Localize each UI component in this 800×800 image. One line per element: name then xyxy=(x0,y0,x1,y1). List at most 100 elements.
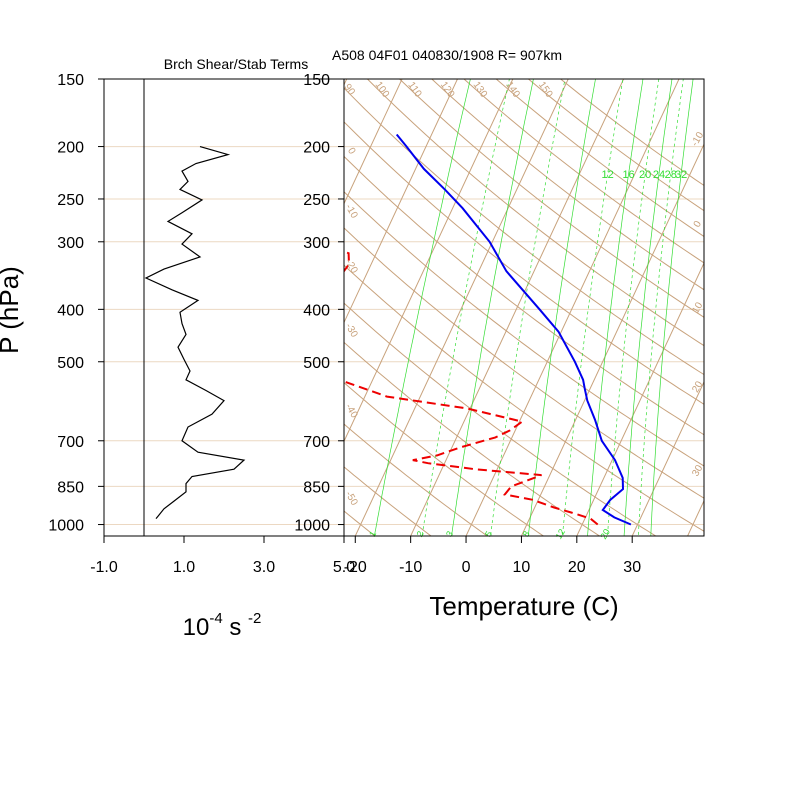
skewt-dry-adiabat xyxy=(344,87,704,376)
mixing-ratio-label: 12 xyxy=(553,527,567,541)
x-units-label: 10-4 s -2 xyxy=(183,610,262,641)
dry-adiabat-label: 120 xyxy=(438,80,457,100)
skewt-mixing-ratio-line xyxy=(490,79,566,536)
skewt-mixing-ratio-line xyxy=(637,79,684,536)
skewt-dry-adiabat xyxy=(0,63,218,547)
mixing-ratio-label: 3 xyxy=(444,529,455,538)
left-x-tick-label: 3.0 xyxy=(253,559,275,576)
right-y-tick-label: 850 xyxy=(303,479,330,496)
dry-adiabat-label: 130 xyxy=(471,80,490,100)
skewt-dry-adiabat xyxy=(344,423,489,536)
skewt-dry-adiabat xyxy=(366,79,704,347)
right-x-tick-label: -20 xyxy=(344,559,367,576)
skewt-mixing-ratio-lines xyxy=(374,79,694,536)
skewt-mixing-ratio-line xyxy=(527,79,596,536)
dry-adiabat-label: -10 xyxy=(343,202,360,220)
skewt-isotherm xyxy=(344,79,514,443)
mixing-ratio-label: 20 xyxy=(639,169,651,181)
dry-adiabat-label: 110 xyxy=(405,80,423,100)
skewt-isotherm xyxy=(73,63,299,547)
mixing-ratio-label: 24 xyxy=(653,169,665,181)
right-y-tick-label: 700 xyxy=(303,434,330,451)
skewt-isotherm xyxy=(520,143,704,536)
dry-adiabat-label: -20 xyxy=(343,257,360,275)
skewt-dry-adiabat xyxy=(559,79,704,187)
right-x-tick-label: 30 xyxy=(623,559,641,576)
skewt-mixing-ratio-line xyxy=(623,79,673,536)
mixing-ratio-label: 32 xyxy=(675,169,687,181)
left-y-tick-label: 400 xyxy=(57,302,84,319)
left-y-tick-label: 150 xyxy=(57,72,84,89)
mixing-ratio-label: 20 xyxy=(598,527,612,541)
mixing-ratio-label: 28 xyxy=(665,169,677,181)
left-y-tick-label: 200 xyxy=(57,140,84,157)
left-panel-title: Brch Shear/Stab Terms xyxy=(164,56,308,72)
left-y-tick-label: 850 xyxy=(57,479,84,496)
skewt-dry-adiabat xyxy=(344,191,704,467)
skewt-mixing-ratio-line xyxy=(650,79,694,536)
right-x-tick-label: 20 xyxy=(568,559,586,576)
left-x-tick-label: -1.0 xyxy=(90,559,118,576)
left-x-tick-label: 5.0 xyxy=(333,559,355,576)
skewt-isobar-lines xyxy=(344,79,704,526)
shear-stability-profile xyxy=(144,146,246,519)
right-plot-frame xyxy=(343,78,705,537)
left-y-tick-label: 700 xyxy=(57,434,84,451)
skewt-dry-adiabat xyxy=(398,79,704,318)
right-panel-title: A508 04F01 040830/1908 R= 907km xyxy=(332,47,562,63)
skewt-dry-adiabat xyxy=(344,264,704,532)
skewt-mixing-ratio-line xyxy=(451,79,534,536)
shear-stability-panel: -1.0 1.0 3.0 5.0 150 200 250 300 400 500 700 850 10… xyxy=(0,72,355,641)
mixing-ratio-label: 16 xyxy=(622,169,634,181)
skewt-dry-adiabat xyxy=(344,381,545,536)
right-x-tick-label: 0 xyxy=(462,559,471,576)
skewt-dry-adiabat xyxy=(344,302,657,536)
skewt-isotherm xyxy=(18,63,244,547)
right-y-tick-label: 1000 xyxy=(294,518,330,535)
skewt-dry-adiabat xyxy=(431,79,704,291)
skewt-dry-adiabat xyxy=(344,227,704,499)
skewt-isotherm-lines xyxy=(18,63,800,547)
mixing-ratio-label: 12 xyxy=(601,169,613,181)
dry-adiabat-label: 0 xyxy=(345,146,358,157)
dry-adiabat-label: -50 xyxy=(343,490,360,508)
right-x-ticks: -20 -10 0 10 20 30 xyxy=(344,536,641,576)
right-y-tick-label: 500 xyxy=(303,355,330,372)
left-y-tick-label: 500 xyxy=(57,355,84,372)
skewt-mixing-ratio-line xyxy=(374,79,471,536)
dry-adiabat-label: 20 xyxy=(690,379,705,395)
x-axis-label: Temperature (C) xyxy=(429,591,618,621)
right-x-tick-label: -10 xyxy=(399,559,422,576)
skewt-dry-adiabat xyxy=(344,341,601,536)
right-y-tick-label: 200 xyxy=(303,140,330,157)
left-y-ticks: 150 200 250 300 400 500 700 850 1000 xyxy=(48,72,104,535)
left-y-tick-label: 300 xyxy=(57,235,84,252)
skewt-mixing-ratio-line xyxy=(607,79,660,536)
right-y-tick-label: 400 xyxy=(303,302,330,319)
left-x-tick-label: 1.0 xyxy=(173,559,195,576)
skewt-isotherm xyxy=(738,63,800,547)
skewt-isotherm xyxy=(354,79,569,536)
dewpoint-profile xyxy=(344,250,599,526)
mixing-ratio-label: 5 xyxy=(483,529,494,538)
skewt-mixing-ratio-line xyxy=(562,79,624,536)
skewt-dry-adiabat xyxy=(344,466,432,536)
dry-adiabat-label: 100 xyxy=(372,80,391,100)
skewt-dry-adiabat xyxy=(0,63,275,547)
skewt-dry-adiabat-lines xyxy=(0,63,704,547)
skewt-isotherm xyxy=(344,79,403,205)
skewt-dry-adiabat xyxy=(344,121,704,405)
right-y-tick-label: 150 xyxy=(303,72,330,89)
mixing-ratio-label: 8 xyxy=(521,529,532,538)
skewt-isotherm xyxy=(344,79,459,324)
dry-adiabat-label: 0 xyxy=(692,219,705,230)
temperature-profile xyxy=(395,133,632,526)
y-axis-label: P (hPa) xyxy=(0,266,24,354)
right-y-tick-label: 250 xyxy=(303,192,330,209)
right-y-tick-label: 300 xyxy=(303,235,330,252)
left-x-ticks: -1.0 1.0 3.0 5.0 xyxy=(90,536,355,576)
dry-adiabat-label: 140 xyxy=(503,80,522,100)
skewt-isotherm xyxy=(631,380,704,536)
dry-adiabat-label: -40 xyxy=(343,402,360,420)
